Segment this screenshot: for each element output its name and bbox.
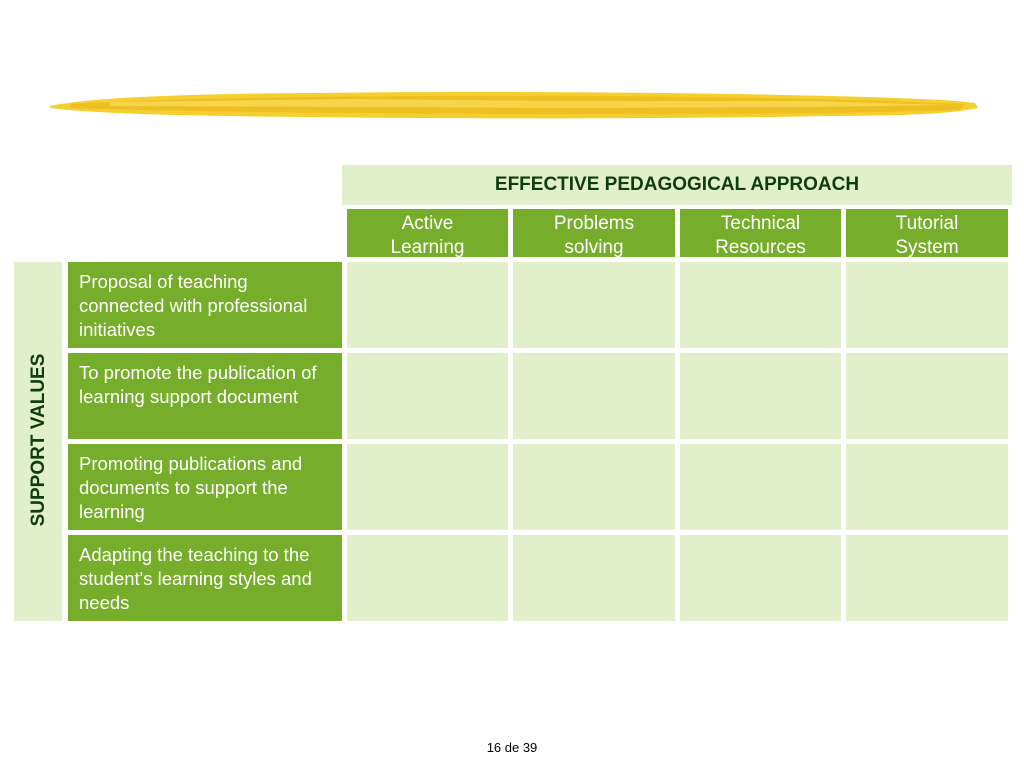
- table-cell: [680, 535, 841, 621]
- table-cell: [680, 444, 841, 530]
- table-cell: [513, 535, 675, 621]
- table-cell: [347, 444, 508, 530]
- table-cell: [846, 535, 1008, 621]
- column-header-line: Tutorial: [895, 213, 959, 234]
- header-title-text: EFFECTIVE PEDAGOGICAL APPROACH: [494, 174, 860, 195]
- row-header-adapting-teaching: Adapting the teaching to the student's l…: [68, 535, 342, 621]
- table-cell: [347, 535, 508, 621]
- table-cell: [513, 353, 675, 439]
- column-header-tutorial-system: Tutorial System: [846, 209, 1008, 258]
- table-cell: [347, 262, 508, 348]
- column-header-line: Active: [401, 213, 454, 234]
- table-cell: [513, 444, 675, 530]
- column-header-line: Learning: [390, 237, 465, 258]
- column-header-line: System: [895, 237, 959, 258]
- table-cell: [347, 353, 508, 439]
- table-cell: [680, 262, 841, 348]
- yellow-brush-stroke-decoration: [50, 92, 978, 119]
- table-header-title: EFFECTIVE PEDAGOGICAL APPROACH: [342, 165, 1012, 205]
- column-header-line: Problems: [553, 213, 635, 234]
- column-header-technical-resources: Technical Resources: [680, 209, 841, 258]
- side-label-support-values: SUPPORT VALUES: [28, 353, 49, 527]
- side-label-panel: [14, 262, 62, 621]
- column-header-line: solving: [564, 237, 624, 258]
- column-header-problems-solving: Problems solving: [513, 209, 675, 258]
- column-header-line: Resources: [715, 237, 806, 258]
- row-header-promote-publication: To promote the publication of learning s…: [68, 353, 342, 439]
- column-header-active-learning: Active Learning: [347, 209, 508, 258]
- table-cell: [846, 444, 1008, 530]
- table-cell: [846, 262, 1008, 348]
- row-header-promoting-publications: Promoting publications and documents to …: [68, 444, 342, 530]
- table-cell: [846, 353, 1008, 439]
- page-number: 16 de 39: [486, 740, 538, 755]
- row-header-proposal-of-teaching: Proposal of teaching connected with prof…: [68, 262, 342, 348]
- column-header-line: Technical: [720, 213, 801, 234]
- table-cell: [513, 262, 675, 348]
- table-cell: [680, 353, 841, 439]
